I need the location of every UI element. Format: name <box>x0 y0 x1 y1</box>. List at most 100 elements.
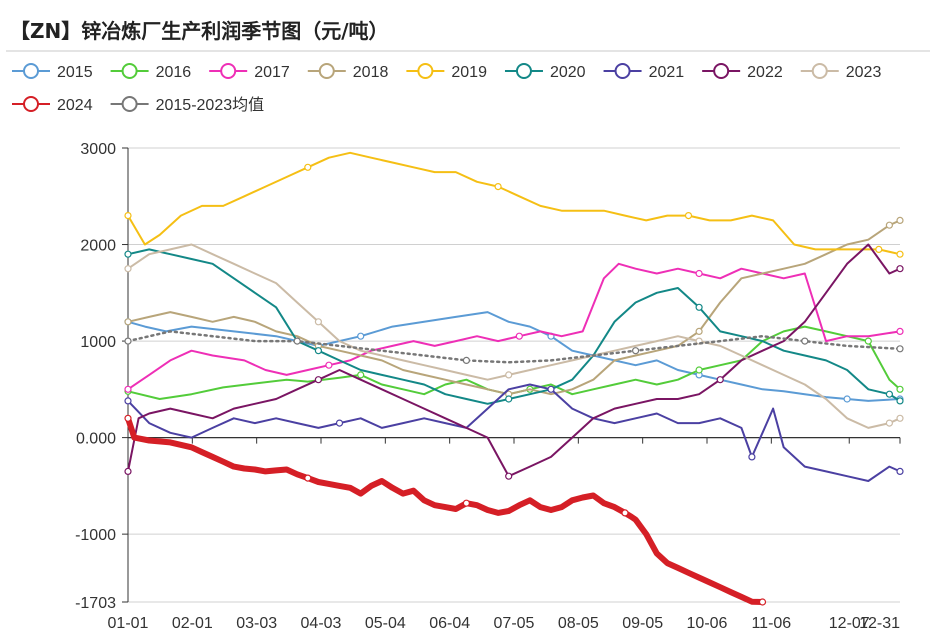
series-point <box>494 183 502 191</box>
series-line-2023 <box>127 243 901 429</box>
legend-label: 2017 <box>254 64 290 81</box>
series-line-2017 <box>127 262 901 391</box>
x-tick-label: 02-01 <box>172 615 213 632</box>
legend-marker <box>318 63 335 79</box>
series-point <box>801 337 809 345</box>
y-tick-label: 0.000 <box>76 431 116 448</box>
series-line-2018 <box>127 219 901 396</box>
legend-label: 2021 <box>649 64 685 81</box>
legend-item[interactable]: 2023 <box>800 63 882 81</box>
x-tick-label: 01-01 <box>108 615 149 632</box>
legend-item[interactable]: 2017 <box>209 63 290 81</box>
series-line-2015 <box>127 311 901 402</box>
legend: 2015 2016 2017 2018 2019 2020 2021 2022 2023 2024… <box>12 63 882 114</box>
x-tick-label: 06-04 <box>429 615 470 632</box>
legend-item[interactable]: 2019 <box>406 63 487 81</box>
legend-marker <box>515 63 532 79</box>
series-point <box>695 303 703 311</box>
legend-marker <box>417 63 434 79</box>
series-point <box>304 163 312 171</box>
grid <box>128 147 900 603</box>
series-point <box>695 327 703 335</box>
series-point <box>695 269 703 278</box>
legend-marker <box>220 63 237 79</box>
series-point <box>748 453 756 461</box>
legend-item[interactable]: 2016 <box>110 63 192 81</box>
series-point <box>896 250 904 258</box>
x-tick-label: 08-05 <box>558 615 599 632</box>
legend-item[interactable]: 2021 <box>603 63 685 81</box>
x-tick-label: 04-03 <box>301 615 342 632</box>
legend-marker <box>121 63 138 79</box>
series-point <box>124 337 132 345</box>
legend-label: 2023 <box>846 64 882 81</box>
x-axis: 01-01 02-01 03-03 04-03 05-04 06-04 07-05 08-05… <box>108 437 901 632</box>
series-point <box>896 397 904 405</box>
legend-marker <box>614 63 631 79</box>
series-point <box>314 376 322 384</box>
y-tick-label: 3000 <box>80 141 116 158</box>
x-tick-label: 05-04 <box>365 615 406 632</box>
series-point <box>124 397 132 405</box>
chart-title: 【ZN】锌冶炼厂生产利润季节图（元/吨） <box>10 19 389 43</box>
series-point <box>896 467 904 475</box>
series-point <box>357 332 365 340</box>
legend-item[interactable]: 2015 <box>12 63 93 81</box>
series-point <box>293 337 301 345</box>
series-line-2015-2023均值 <box>126 330 902 364</box>
series-point <box>335 419 344 427</box>
x-tick-label: 12-31 <box>859 615 900 632</box>
series-point <box>515 332 523 340</box>
series-point <box>124 318 132 326</box>
series-point <box>124 467 132 475</box>
series-point <box>314 347 322 355</box>
series-point <box>716 376 724 384</box>
series-point <box>314 318 322 326</box>
series-point <box>885 419 894 427</box>
legend-item[interactable]: 2015-2023均值 <box>110 96 265 114</box>
x-tick-label: 03-03 <box>236 615 277 632</box>
y-tick-label: 1000 <box>80 334 116 351</box>
legend-item[interactable]: 2018 <box>307 63 389 81</box>
legend-label: 2024 <box>57 97 93 114</box>
series-line-2021 <box>127 383 901 482</box>
legend-label: 2015 <box>57 64 93 81</box>
series-point <box>758 598 767 606</box>
series-layer <box>124 151 904 606</box>
series-line-2016 <box>127 325 901 400</box>
series-point <box>621 509 629 517</box>
legend-label: 2019 <box>451 64 487 81</box>
series-point <box>462 499 470 507</box>
series-point <box>896 345 904 353</box>
legend-label: 2018 <box>353 64 389 81</box>
legend-marker <box>811 63 828 79</box>
series-point <box>124 250 132 258</box>
series-point <box>843 395 851 403</box>
legend-item[interactable]: 2020 <box>504 63 586 81</box>
series-point <box>885 221 894 229</box>
series-point <box>124 212 132 220</box>
legend-marker <box>713 63 730 79</box>
x-tick-label: 11-06 <box>751 615 791 632</box>
series-point <box>505 371 513 379</box>
series-point <box>885 390 894 398</box>
legend-item[interactable]: 2024 <box>12 96 93 114</box>
series-point <box>695 366 703 374</box>
x-tick-label: 09-05 <box>622 615 663 632</box>
series-point <box>325 361 333 369</box>
series-point <box>896 327 904 335</box>
series-point <box>896 414 904 422</box>
series-line-2024 <box>125 415 766 605</box>
legend-item[interactable]: 2022 <box>702 63 783 81</box>
x-tick-label: 07-05 <box>494 615 535 632</box>
series-point <box>124 414 132 422</box>
legend-label: 2022 <box>747 64 783 81</box>
series-point <box>896 265 904 273</box>
series-line-2020 <box>127 248 901 405</box>
series-point <box>875 245 883 253</box>
series-point <box>124 385 132 393</box>
y-tick-label: 2000 <box>80 238 116 255</box>
series-line-2022 <box>127 243 901 478</box>
series-point <box>505 472 513 480</box>
